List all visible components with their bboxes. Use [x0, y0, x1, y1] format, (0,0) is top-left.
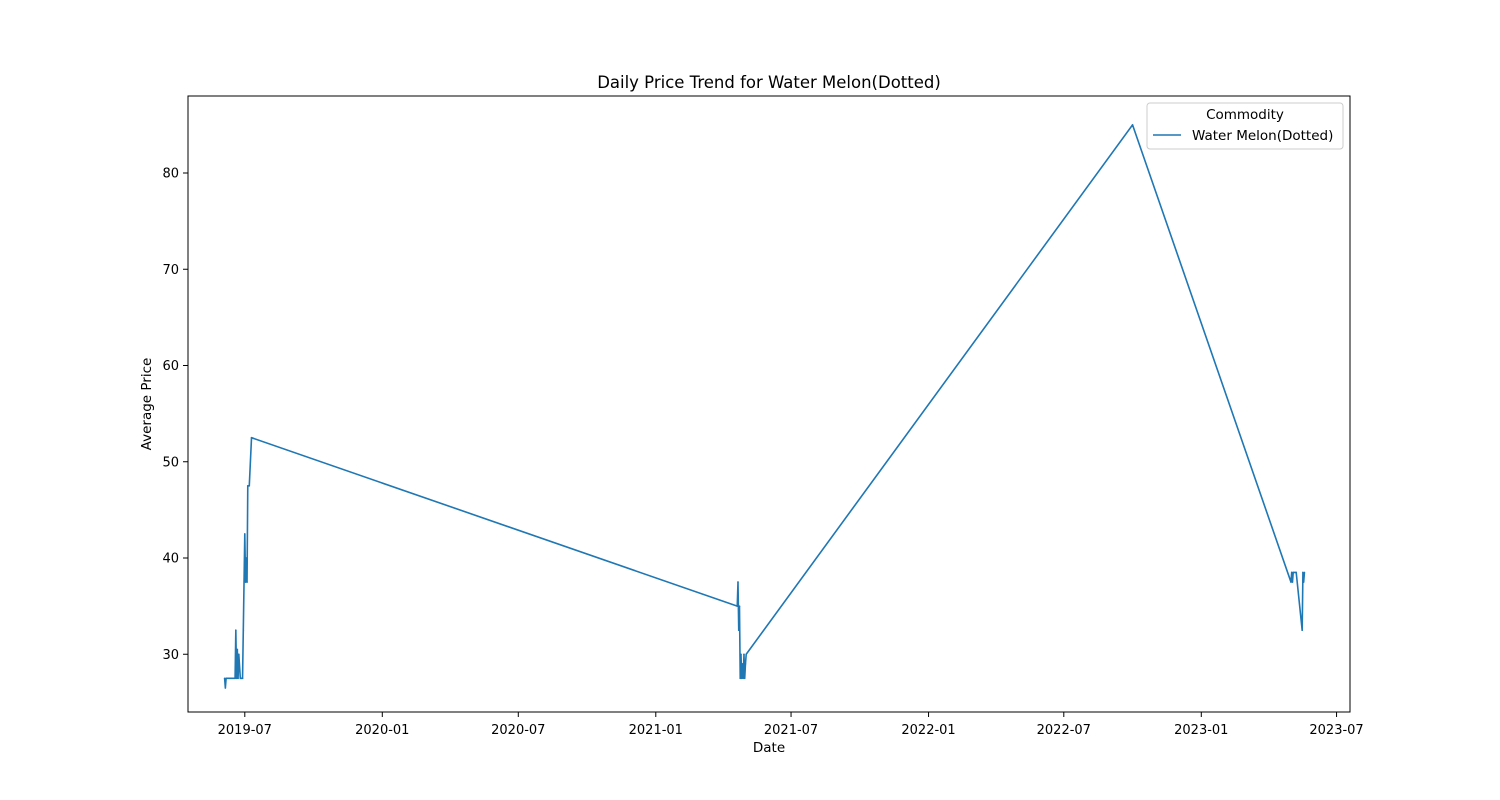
x-axis: 2019-07 2020-01 2020-07 2021-01 2021-07 2022-…: [218, 712, 1364, 738]
data-point: [237, 677, 239, 680]
data-point: [737, 581, 739, 583]
data-point: [1290, 571, 1293, 574]
y-axis: 30 40 50 60 70 80: [162, 167, 188, 663]
legend-box: [1146, 102, 1344, 150]
y-tick-label: 80: [162, 167, 179, 182]
data-point: [743, 677, 746, 680]
data-point: [741, 663, 744, 665]
x-tick-label: 2019-07: [218, 723, 272, 738]
data-point: [1290, 581, 1292, 583]
data-point: [738, 605, 741, 607]
data-points: [223, 124, 1306, 689]
data-point: [1291, 581, 1294, 583]
data-point: [745, 653, 748, 656]
data-point: [234, 677, 236, 680]
data-point: [737, 629, 740, 631]
data-point: [742, 677, 745, 680]
data-point: [242, 629, 245, 631]
y-tick-label: 70: [162, 263, 179, 278]
y-axis-title: Average Price: [139, 358, 155, 451]
data-point: [223, 677, 226, 680]
x-tick-label: 2022-07: [1037, 723, 1091, 738]
x-tick-label: 2023-07: [1309, 723, 1363, 738]
y-tick-label: 50: [162, 455, 179, 470]
x-tick-label: 2021-07: [764, 723, 818, 738]
data-point: [1131, 124, 1134, 126]
x-tick-label: 2020-07: [491, 723, 545, 738]
data-point: [243, 533, 246, 535]
x-tick-label: 2021-01: [629, 723, 683, 738]
data-point: [743, 653, 745, 656]
data-point: [250, 436, 253, 439]
data-point: [1301, 629, 1303, 631]
data-point: [740, 653, 742, 656]
data-point: [238, 653, 240, 656]
legend: Commodity Water Melon(Dotted): [1146, 102, 1344, 150]
data-point: [228, 677, 230, 680]
data-point: [248, 485, 251, 487]
x-tick-label: 2022-01: [901, 723, 955, 738]
y-tick-label: 40: [162, 552, 179, 567]
data-point: [744, 663, 747, 665]
data-point: [1302, 581, 1305, 583]
data-point: [1292, 571, 1295, 574]
data-point: [226, 677, 228, 680]
plot-frame: [187, 95, 1351, 713]
data-point: [740, 677, 743, 680]
data-point: [739, 677, 742, 680]
data-point: [244, 581, 247, 583]
y-tick-label: 60: [162, 359, 179, 374]
plot-area: [187, 95, 1351, 713]
data-point: [1302, 571, 1304, 574]
data-point: [235, 677, 238, 680]
chart-title: Daily Price Trend for Water Melon(Dotted…: [597, 73, 941, 92]
legend-entry-label: Water Melon(Dotted): [1192, 128, 1333, 144]
data-point: [1295, 571, 1297, 574]
data-point: [235, 629, 237, 631]
y-tick-label: 30: [162, 648, 179, 663]
data-point: [736, 605, 739, 607]
x-tick-label: 2020-01: [355, 723, 409, 738]
data-point: [1303, 571, 1306, 574]
x-axis-title: Date: [753, 740, 785, 756]
legend-title: Commodity: [1206, 107, 1284, 123]
data-point: [236, 648, 239, 651]
data-point: [246, 581, 248, 583]
data-point: [224, 687, 227, 689]
data-point: [245, 557, 248, 559]
x-tick-label: 2023-01: [1174, 723, 1228, 738]
data-point: [241, 677, 244, 680]
